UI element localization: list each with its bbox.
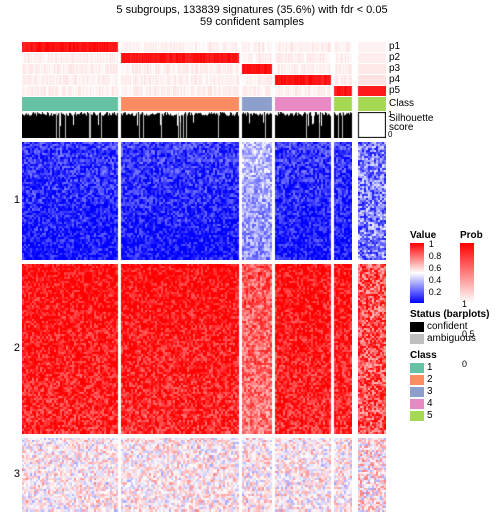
title-line-2: 59 confident samples [0,16,504,28]
annotation-track-Class [22,97,386,111]
annotation-track-p5 [22,86,386,96]
track-label-p4: p4 [389,74,400,85]
sidebar-heatmap-0 [358,142,386,260]
prob-tick: 0 [462,359,467,369]
title-block: 5 subgroups, 133839 signatures (35.6%) w… [0,4,504,28]
annotation-track-p2 [22,53,386,63]
class-item: 1 [410,362,500,373]
track-label-p3: p3 [389,63,400,74]
prob-tick: 0.5 [462,329,475,339]
row-group-label-2: 2 [2,342,20,354]
annotation-track-p1 [22,42,386,52]
swatch [410,334,424,344]
value-tick: 0.8 [429,251,442,261]
prob-tick: 1 [462,299,467,309]
value-tick: 0.4 [429,275,442,285]
swatch [410,387,424,397]
track-label-p1: p1 [389,41,400,52]
value-gradient [410,243,424,303]
heatmap-block-3 [22,438,352,512]
swatch [410,322,424,332]
swatch [410,399,424,409]
value-tick: 1 [429,239,434,249]
heatmap-block-1 [22,142,352,260]
swatch [410,411,424,421]
heatmap-block-2 [22,264,352,434]
class-item: 3 [410,386,500,397]
swatch [410,363,424,373]
swatch-label: 1 [427,362,433,373]
swatch-label: 2 [427,374,433,385]
annotation-track-p4 [22,75,386,85]
swatch-label: 3 [427,386,433,397]
legend-prob: Prob 10.50 [460,224,504,363]
silhouette-label: Silhouettescore [389,114,433,132]
value-tick: 0.6 [429,263,442,273]
track-label-p5: p5 [389,85,400,96]
swatch-label: 4 [427,398,433,409]
value-ticks: 10.80.60.40.2 [427,243,455,303]
track-label-p2: p2 [389,52,400,63]
value-tick: 0.2 [429,287,442,297]
annotation-track-p3 [22,64,386,74]
class-item: 5 [410,410,500,421]
class-item: 4 [410,398,500,409]
silhouette-track [22,112,386,138]
class-items: 12345 [410,362,500,421]
row-group-label-3: 3 [2,468,20,480]
swatch [410,375,424,385]
heatmap-figure: p1p2p3p4p5Class10Silhouettescore123 [22,42,402,497]
prob-ticks: 10.50 [460,303,488,363]
legend-prob-title: Prob [460,230,504,241]
sidebar-heatmap-2 [358,438,386,512]
prob-gradient [460,243,474,303]
class-item: 2 [410,374,500,385]
row-group-label-1: 1 [2,194,20,206]
swatch-label: 5 [427,410,433,421]
track-label-Class: Class [389,98,414,109]
title-line-1: 5 subgroups, 133839 signatures (35.6%) w… [0,4,504,16]
sidebar-heatmap-1 [358,264,386,434]
